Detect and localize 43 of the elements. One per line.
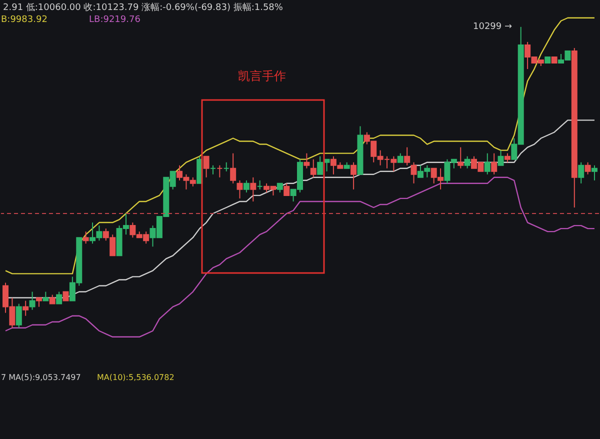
text: MA(10):5,536.0782: [97, 373, 174, 382]
candlestick: [210, 164, 216, 175]
candlestick: [236, 180, 243, 199]
candlestick: [36, 297, 42, 308]
candlestick: [42, 291, 49, 302]
candlestick: [62, 291, 69, 302]
candlestick: [410, 162, 417, 184]
candlestick: [223, 162, 230, 172]
text: 7 MA(5):9,053.7497: [1, 373, 81, 382]
text: B:9983.92: [1, 15, 48, 25]
candlestick: [591, 164, 598, 181]
candlestick: [304, 152, 310, 169]
text: 2.91 低:10060.00 收:10123.79 涨幅:-0.69%(-69.83) 振幅:1.58%: [3, 2, 284, 13]
candlestick: [491, 152, 498, 175]
candlestick: [82, 231, 89, 244]
candlestick: [256, 180, 263, 190]
candlestick: [56, 291, 62, 304]
candlestick: [498, 150, 504, 166]
annotation: 10299 →: [473, 22, 512, 32]
candlestick: [584, 162, 591, 175]
candlestick: [284, 182, 290, 196]
candlestick: [203, 156, 210, 178]
candlestick: [16, 303, 22, 328]
candlestick: [250, 176, 256, 202]
candlestick: [243, 180, 250, 193]
candlestick: [317, 156, 324, 175]
candlestick: [464, 156, 470, 169]
candlestick: [276, 182, 283, 193]
candlestick: [504, 152, 510, 163]
candlestick: [310, 158, 316, 178]
candlestick: [216, 164, 223, 178]
candlestick: [29, 291, 36, 310]
candlestick: [404, 146, 410, 166]
text: LB:9219.76: [89, 15, 141, 25]
candlestick: [458, 146, 464, 169]
annotation: 凯言手作: [238, 69, 286, 83]
candlestick: [49, 294, 56, 304]
candlestick: [484, 152, 490, 175]
candlestick: [578, 162, 584, 184]
candlestick: [22, 300, 29, 316]
candlestick: [230, 152, 236, 184]
candlestick: [397, 152, 404, 163]
candlestick: [350, 162, 357, 190]
